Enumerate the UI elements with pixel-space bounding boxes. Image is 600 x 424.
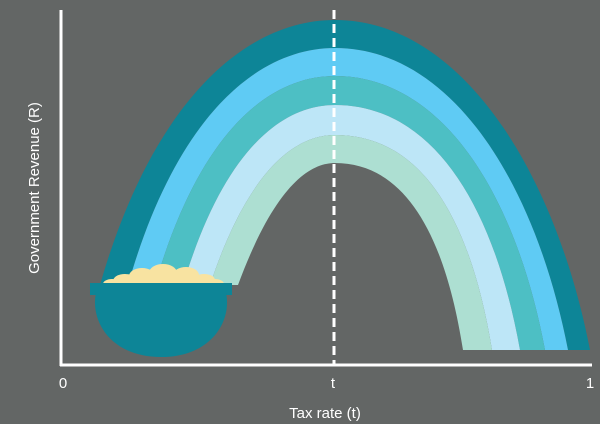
x-tick-0: 0 [59,375,67,392]
pot-body [94,293,228,357]
x-axis-label: Tax rate (t) [289,405,361,422]
pot-of-gold [90,264,232,357]
x-tick-t: t [331,375,336,392]
pot-rim [90,283,232,295]
y-axis-label: Government Revenue (R) [26,102,43,274]
rainbow-band-1 [100,20,590,350]
x-tick-1: 1 [586,375,594,392]
axes [59,10,592,367]
rainbow-band-3 [155,76,545,350]
rainbow-band-5 [210,135,492,350]
rainbow-band-2 [128,48,568,350]
rainbow-band-4 [183,105,520,350]
rainbow [100,20,590,350]
